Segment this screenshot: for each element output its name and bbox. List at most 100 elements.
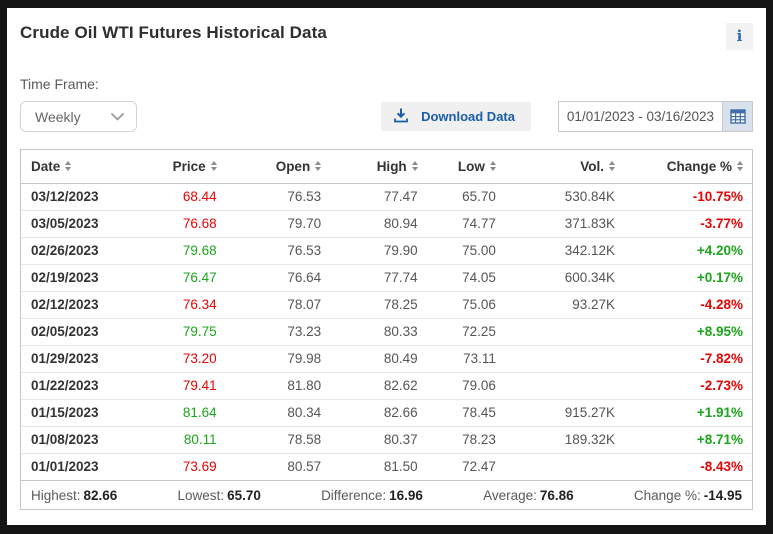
cell-date: 02/26/2023 bbox=[21, 236, 146, 264]
cell-vol: 371.83K bbox=[504, 209, 625, 237]
cell-date: 03/12/2023 bbox=[31, 189, 99, 204]
cell-low: 65.70 bbox=[462, 189, 496, 204]
cell-low: 75.00 bbox=[426, 236, 505, 264]
cell-price: 76.34 bbox=[145, 290, 226, 318]
cell-vol: 189.32K bbox=[504, 425, 625, 453]
time-frame-dropdown[interactable]: Weekly bbox=[20, 101, 137, 132]
table-row: 01/22/2023 79.41 81.80 82.62 79.06 -2.73… bbox=[21, 371, 752, 399]
cell-price: 79.68 bbox=[145, 236, 226, 264]
calendar-icon[interactable] bbox=[722, 102, 752, 131]
summary-label: Change %: bbox=[633, 487, 701, 503]
column-header-label: Change % bbox=[666, 158, 732, 174]
column-header-open[interactable]: Open bbox=[225, 150, 331, 184]
cell-low: 78.45 bbox=[426, 398, 505, 426]
cell-vol: 915.27K bbox=[504, 398, 625, 426]
table-row: 03/12/2023 68.44 76.53 77.47 65.70 530.8… bbox=[21, 183, 752, 210]
cell-open: 78.58 bbox=[225, 425, 331, 453]
cell-change: -3.77% bbox=[624, 209, 752, 237]
table-row: 01/15/2023 81.64 80.34 82.66 78.45 915.2… bbox=[21, 398, 752, 426]
column-header-label: Vol. bbox=[580, 158, 605, 174]
column-header-label: Price bbox=[172, 158, 206, 174]
summary-label: Lowest: bbox=[177, 487, 225, 503]
cell-high: 80.33 bbox=[330, 317, 427, 345]
cell-change: -4.28% bbox=[624, 290, 752, 318]
sort-icon bbox=[65, 161, 72, 172]
date-range-picker bbox=[558, 101, 753, 132]
sort-icon bbox=[737, 161, 743, 172]
historical-data-widget: Crude Oil WTI Futures Historical Data i … bbox=[7, 8, 766, 525]
summary-value: 76.86 bbox=[539, 487, 574, 503]
info-icon[interactable]: i bbox=[726, 23, 753, 50]
cell-low: 79.06 bbox=[426, 371, 505, 399]
cell-price: 68.44 bbox=[182, 189, 217, 204]
summary-item: Change %: -14.95 bbox=[634, 488, 742, 503]
summary-value: -14.95 bbox=[703, 487, 742, 503]
date-range-input[interactable] bbox=[559, 102, 722, 131]
cell-high: 81.50 bbox=[330, 452, 427, 480]
cell-high: 78.25 bbox=[330, 290, 427, 318]
cell-price: 79.41 bbox=[145, 371, 226, 399]
column-header-price[interactable]: Price bbox=[145, 150, 226, 184]
cell-vol bbox=[504, 344, 625, 372]
controls-row: Weekly Download Data bbox=[20, 101, 753, 132]
cell-high: 80.94 bbox=[330, 209, 427, 237]
column-header-label: Date bbox=[31, 158, 61, 174]
cell-open: 73.23 bbox=[225, 317, 331, 345]
download-label: Download Data bbox=[421, 109, 515, 124]
column-header-change%[interactable]: Change % bbox=[624, 150, 752, 184]
download-icon bbox=[393, 107, 409, 126]
column-header-date[interactable]: Date bbox=[21, 150, 146, 184]
table-body: 03/12/2023 68.44 76.53 77.47 65.70 530.8… bbox=[21, 183, 752, 480]
table-row: 03/05/2023 76.68 79.70 80.94 74.77 371.8… bbox=[21, 209, 752, 237]
title-row: Crude Oil WTI Futures Historical Data i bbox=[20, 8, 753, 50]
cell-high: 80.37 bbox=[330, 425, 427, 453]
cell-low: 72.47 bbox=[426, 452, 505, 480]
cell-date: 01/01/2023 bbox=[21, 452, 146, 480]
table-header-row: Date Price Open High Low Vol. bbox=[21, 150, 752, 184]
cell-price: 73.69 bbox=[145, 452, 226, 480]
table-row: 02/12/2023 76.34 78.07 78.25 75.06 93.27… bbox=[21, 290, 752, 318]
cell-date: 01/22/2023 bbox=[21, 371, 146, 399]
cell-price: 80.11 bbox=[145, 425, 226, 453]
sort-icon bbox=[609, 161, 616, 172]
cell-date: 02/12/2023 bbox=[21, 290, 146, 318]
summary-value: 16.96 bbox=[389, 487, 423, 503]
cell-open: 79.98 bbox=[225, 344, 331, 372]
cell-high: 82.62 bbox=[330, 371, 427, 399]
sort-icon bbox=[489, 161, 496, 172]
table-row: 01/01/2023 73.69 80.57 81.50 72.47 -8.43… bbox=[21, 452, 752, 480]
summary-label: Difference: bbox=[321, 487, 387, 503]
cell-open: 76.53 bbox=[287, 189, 322, 204]
summary-item: Difference: 16.96 bbox=[321, 488, 423, 503]
column-header-low[interactable]: Low bbox=[426, 150, 505, 184]
column-header-high[interactable]: High bbox=[330, 150, 427, 184]
cell-price: 81.64 bbox=[145, 398, 226, 426]
column-header-label: Low bbox=[457, 158, 485, 174]
cell-date: 01/29/2023 bbox=[21, 344, 146, 372]
summary-item: Average: 76.86 bbox=[483, 488, 574, 503]
chevron-down-icon bbox=[111, 108, 124, 126]
summary-label: Highest: bbox=[31, 487, 81, 503]
cell-change: -7.82% bbox=[624, 344, 752, 372]
historical-data-table: Date Price Open High Low Vol. bbox=[20, 149, 753, 510]
cell-change: -10.75% bbox=[692, 189, 743, 204]
sort-icon bbox=[411, 161, 418, 172]
column-header-label: Open bbox=[275, 158, 311, 174]
cell-change: -8.43% bbox=[624, 452, 752, 480]
table-row: 02/05/2023 79.75 73.23 80.33 72.25 +8.95… bbox=[21, 317, 752, 345]
column-header-vol[interactable]: Vol. bbox=[504, 150, 625, 184]
summary-value: 65.70 bbox=[227, 487, 261, 503]
summary-item: Lowest: 65.70 bbox=[178, 488, 261, 503]
right-controls: Download Data bbox=[381, 101, 753, 132]
cell-vol: 600.34K bbox=[504, 263, 625, 291]
time-frame-value: Weekly bbox=[35, 108, 81, 125]
cell-low: 74.05 bbox=[426, 263, 505, 291]
sort-icon bbox=[210, 161, 217, 172]
cell-date: 03/05/2023 bbox=[21, 209, 146, 237]
cell-date: 02/19/2023 bbox=[21, 263, 146, 291]
sort-icon bbox=[315, 161, 322, 172]
cell-vol: 93.27K bbox=[504, 290, 625, 318]
download-data-button[interactable]: Download Data bbox=[381, 102, 531, 131]
cell-change: -2.73% bbox=[624, 371, 752, 399]
